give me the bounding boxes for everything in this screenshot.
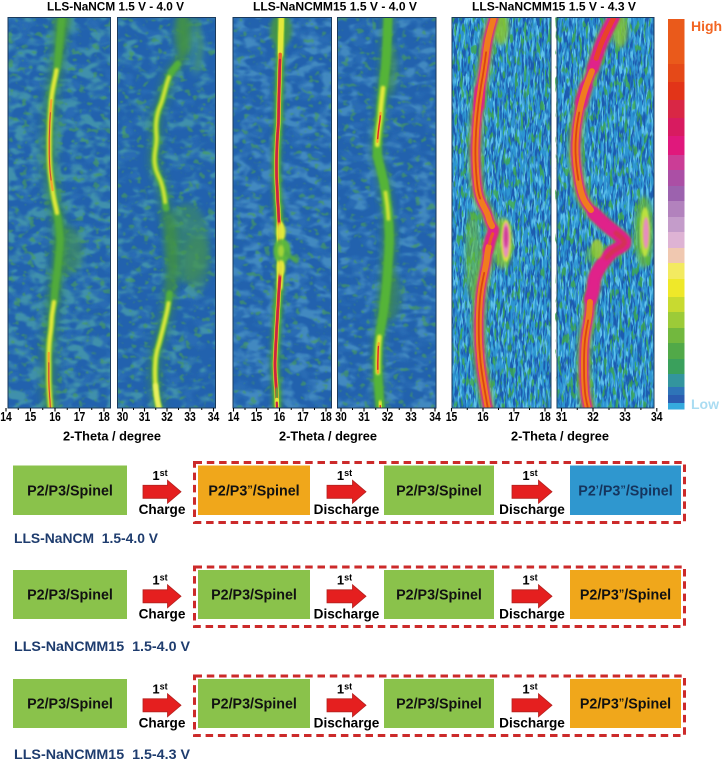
svg-text:P2/P3/Spinel: P2/P3/Spinel	[27, 483, 113, 499]
svg-text:1st: 1st	[152, 468, 167, 483]
svg-text:LLS-NaNCMM15 1.5-4.0 V: LLS-NaNCMM15 1.5-4.0 V	[14, 638, 191, 654]
svg-text:1st: 1st	[337, 573, 352, 588]
svg-text:32: 32	[587, 410, 599, 424]
svg-text:17: 17	[508, 410, 520, 424]
svg-text:34: 34	[429, 410, 441, 424]
svg-text:16: 16	[274, 410, 286, 424]
svg-text:14: 14	[228, 410, 240, 424]
svg-text:P2/P3”/Spinel: P2/P3”/Spinel	[580, 588, 671, 604]
svg-text:32: 32	[382, 410, 394, 424]
svg-text:P2’/P3”/Spinel: P2’/P3”/Spinel	[578, 483, 672, 499]
svg-text:34: 34	[208, 410, 220, 424]
svg-text:15: 15	[25, 410, 37, 424]
svg-text:14: 14	[0, 410, 12, 424]
svg-text:1st: 1st	[337, 468, 352, 483]
svg-text:Discharge: Discharge	[499, 607, 565, 622]
svg-text:P2/P3”/Spinel: P2/P3”/Spinel	[208, 483, 299, 499]
svg-text:17: 17	[74, 410, 86, 424]
svg-text:17: 17	[297, 410, 309, 424]
svg-text:16: 16	[49, 410, 61, 424]
svg-text:Discharge: Discharge	[499, 502, 565, 517]
svg-text:P2/P3/Spinel: P2/P3/Spinel	[396, 588, 482, 604]
svg-text:2-Theta / degree: 2-Theta / degree	[63, 429, 161, 444]
svg-text:Discharge: Discharge	[314, 607, 380, 622]
svg-text:33: 33	[619, 410, 631, 424]
svg-text:Discharge: Discharge	[314, 716, 380, 731]
svg-text:34: 34	[651, 410, 663, 424]
svg-text:High: High	[691, 18, 722, 34]
svg-text:30: 30	[117, 410, 129, 424]
svg-text:30: 30	[335, 410, 347, 424]
svg-text:Discharge: Discharge	[499, 716, 565, 731]
svg-text:15: 15	[251, 410, 263, 424]
svg-text:P2/P3”/Spinel: P2/P3”/Spinel	[580, 697, 671, 713]
svg-text:P2/P3/Spinel: P2/P3/Spinel	[27, 697, 113, 713]
svg-text:31: 31	[358, 410, 370, 424]
svg-text:1st: 1st	[152, 573, 167, 588]
svg-text:18: 18	[320, 410, 332, 424]
svg-text:LLS-NaNCMM15 1.5 V - 4.0 V: LLS-NaNCMM15 1.5 V - 4.0 V	[253, 0, 417, 14]
svg-text:P2/P3/Spinel: P2/P3/Spinel	[396, 483, 482, 499]
svg-text:P2/P3/Spinel: P2/P3/Spinel	[27, 588, 113, 604]
svg-text:1st: 1st	[522, 573, 537, 588]
svg-text:33: 33	[405, 410, 417, 424]
svg-text:18: 18	[539, 410, 551, 424]
svg-text:2-Theta / degree: 2-Theta / degree	[279, 429, 377, 444]
svg-text:P2/P3/Spinel: P2/P3/Spinel	[396, 697, 482, 713]
svg-text:Discharge: Discharge	[314, 502, 380, 517]
svg-text:LLS-NaNCMM15 1.5-4.3 V: LLS-NaNCMM15 1.5-4.3 V	[14, 746, 191, 762]
svg-text:18: 18	[98, 410, 110, 424]
svg-text:Charge: Charge	[139, 716, 186, 731]
svg-text:LLS-NaNCMM15 1.5 V - 4.3 V: LLS-NaNCMM15 1.5 V - 4.3 V	[472, 0, 636, 14]
svg-text:31: 31	[556, 410, 568, 424]
svg-text:P2/P3/Spinel: P2/P3/Spinel	[211, 588, 297, 604]
svg-text:15: 15	[446, 410, 458, 424]
svg-text:1st: 1st	[152, 682, 167, 697]
svg-text:Charge: Charge	[139, 502, 186, 517]
svg-text:P2/P3/Spinel: P2/P3/Spinel	[211, 697, 297, 713]
svg-text:2-Theta / degree: 2-Theta / degree	[511, 429, 609, 444]
svg-text:1st: 1st	[337, 682, 352, 697]
svg-text:31: 31	[139, 410, 151, 424]
svg-text:1st: 1st	[522, 468, 537, 483]
svg-text:Low: Low	[691, 396, 719, 412]
svg-text:16: 16	[477, 410, 489, 424]
svg-text:LLS-NaNCM 1.5-4.0 V: LLS-NaNCM 1.5-4.0 V	[14, 530, 159, 546]
svg-text:Charge: Charge	[139, 607, 186, 622]
svg-text:32: 32	[161, 410, 173, 424]
svg-text:LLS-NaNCM 1.5 V - 4.0 V: LLS-NaNCM 1.5 V - 4.0 V	[47, 0, 184, 14]
svg-text:33: 33	[184, 410, 196, 424]
svg-text:1st: 1st	[522, 682, 537, 697]
